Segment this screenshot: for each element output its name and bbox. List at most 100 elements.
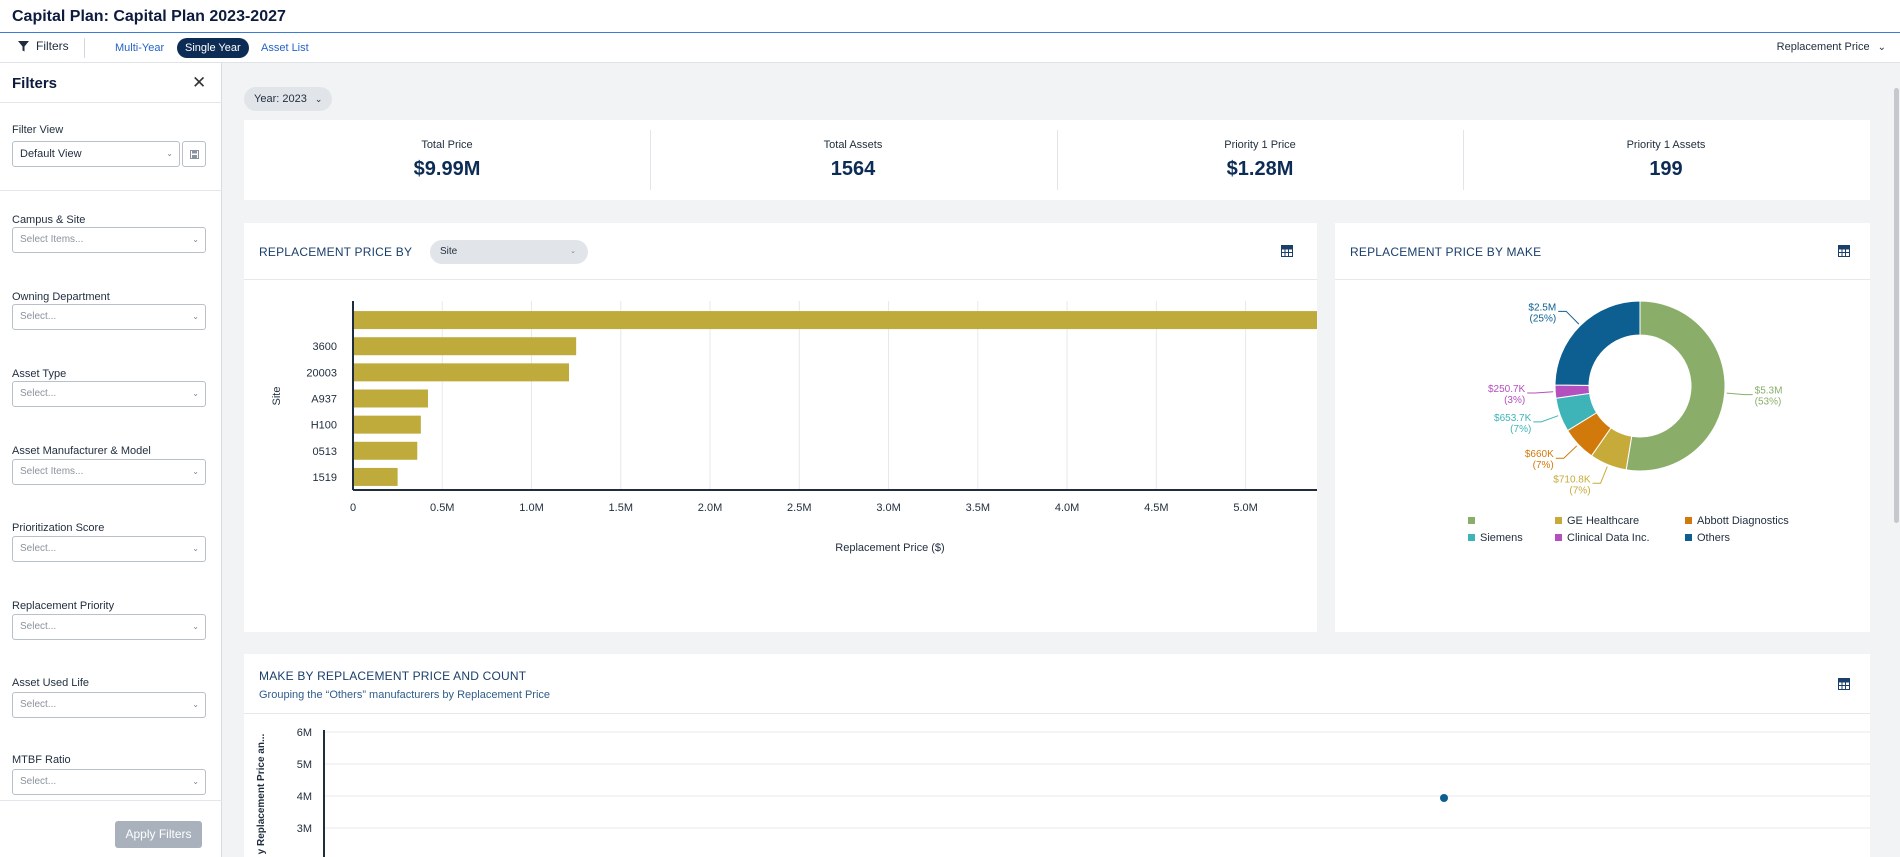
asset-manufacturer-model-select[interactable]: Select Items... ⌄ (12, 459, 206, 485)
legend-label: Others (1697, 532, 1731, 544)
kpi-label: Priority 1 Price (1224, 139, 1296, 151)
tab-single-year[interactable]: Single Year (177, 38, 249, 58)
y-tick-label: 1519 (313, 472, 337, 484)
filters-toggle-label: Filters (36, 39, 69, 53)
kpi-summary-card: Total Price $9.99M Total Assets 1564 Pri… (244, 120, 1870, 200)
kpi-priority-1-assets: Priority 1 Assets 199 (1463, 120, 1869, 200)
chevron-down-icon: ⌄ (192, 389, 199, 398)
apply-filters-button[interactable]: Apply Filters (115, 821, 202, 848)
panel-header: REPLACEMENT PRICE BY Site ⌄ (244, 223, 1317, 280)
data-label: $660K (1525, 449, 1554, 460)
data-label: (7%) (1533, 460, 1554, 471)
legend-swatch (1555, 517, 1562, 524)
asset-manufacturer-model-label: Asset Manufacturer & Model (12, 445, 151, 457)
measure-select-label: Replacement Price (1776, 41, 1870, 53)
panel-title: REPLACEMENT PRICE BY MAKE (1350, 245, 1542, 259)
x-tick-label: 3.5M (966, 502, 990, 514)
legend-swatch (1555, 534, 1562, 541)
legend-swatch (1685, 534, 1692, 541)
data-label: $250.7K (1488, 384, 1526, 395)
bar (353, 337, 577, 356)
tab-multi-year[interactable]: Multi-Year (115, 42, 165, 54)
filter-view-select[interactable]: Default View ⌄ (12, 141, 180, 167)
filter-icon (18, 40, 29, 51)
kpi-divider (1463, 130, 1464, 190)
x-tick-label: 5.0M (1233, 502, 1257, 514)
x-tick-label: 0.5M (430, 502, 454, 514)
filters-toggle-button[interactable]: Filters (18, 39, 69, 53)
chevron-down-icon: ⌄ (192, 235, 199, 244)
kpi-divider (650, 130, 651, 190)
kpi-label: Priority 1 Assets (1626, 139, 1706, 151)
data-label: $653.7K (1494, 413, 1532, 424)
replacement-priority-select[interactable]: Select... ⌄ (12, 614, 206, 640)
make-donut-chart-panel: REPLACEMENT PRICE BY MAKE $5.3M (53%) $710… (1335, 223, 1870, 632)
y-tick-label: H100 (311, 420, 337, 432)
make-donut-chart: $5.3M(53%)$710.8K(7%)$660K(7%)$653.7K(7%… (1468, 300, 1789, 544)
asset-manufacturer-model-placeholder: Select Items... (20, 466, 84, 477)
bar (353, 441, 418, 460)
chevron-down-icon: ⌄ (192, 312, 199, 321)
legend-label: GE Healthcare (1567, 515, 1639, 527)
make-scatter-chart: 3M 4M 5M 6M y Replacement Price an... (256, 727, 1870, 857)
asset-used-life-label: Asset Used Life (12, 677, 90, 689)
leader-line (1527, 391, 1554, 394)
asset-type-placeholder: Select... (20, 388, 57, 399)
title-bar: Capital Plan: Capital Plan 2023-2027 (0, 0, 1900, 33)
close-icon[interactable]: ✕ (192, 73, 207, 92)
bar (353, 311, 1317, 330)
asset-used-life-select[interactable]: Select... ⌄ (12, 692, 206, 718)
kpi-label: Total Assets (823, 139, 883, 151)
replacement-priority-placeholder: Select... (20, 621, 57, 632)
campus-site-placeholder: Select Items... (20, 234, 84, 245)
campus-site-select[interactable]: Select Items... ⌄ (12, 227, 206, 253)
chevron-down-icon: ⌄ (192, 622, 199, 631)
data-label: (7%) (1569, 485, 1590, 496)
table-view-icon[interactable] (1281, 245, 1293, 257)
panel-title: MAKE BY REPLACEMENT PRICE AND COUNT (259, 669, 527, 683)
donut-slice (1625, 300, 1726, 472)
data-label: (25%) (1530, 313, 1557, 324)
kpi-divider (1057, 130, 1058, 190)
x-tick-label: 4.5M (1144, 502, 1168, 514)
legend-label: Abbott Diagnostics (1697, 515, 1789, 527)
group-by-select[interactable]: Site ⌄ (430, 240, 588, 264)
kpi-value: 1564 (830, 158, 876, 180)
year-select[interactable]: Year: 2023 ⌄ (244, 87, 333, 111)
legend-swatch (1468, 534, 1475, 541)
scatter-point (1440, 794, 1448, 802)
leader-line (1726, 392, 1753, 396)
y-tick-label: 6M (297, 727, 312, 739)
leader-line (1533, 415, 1559, 423)
data-label: (53%) (1755, 397, 1782, 408)
prioritization-score-label: Prioritization Score (12, 522, 105, 534)
table-view-icon[interactable] (1838, 245, 1850, 257)
measure-select[interactable]: Replacement Price ⌄ (1777, 41, 1886, 53)
table-view-icon[interactable] (1838, 678, 1850, 690)
leader-line (1592, 466, 1608, 484)
owning-department-placeholder: Select... (20, 311, 57, 322)
asset-type-select[interactable]: Select... ⌄ (12, 381, 206, 407)
mtbf-ratio-select[interactable]: Select... ⌄ (12, 769, 206, 795)
kpi-total-assets: Total Assets 1564 (650, 120, 1056, 200)
x-axis-title: Replacement Price ($) (835, 542, 944, 554)
x-tick-label: 1.5M (609, 502, 633, 514)
kpi-label: Total Price (421, 139, 473, 151)
panel-title: REPLACEMENT PRICE BY (259, 245, 413, 259)
tab-asset-list[interactable]: Asset List (261, 42, 309, 54)
asset-used-life-placeholder: Select... (20, 699, 57, 710)
data-label: (3%) (1504, 395, 1525, 406)
owning-department-select[interactable]: Select... ⌄ (12, 304, 206, 330)
asset-type-label: Asset Type (12, 368, 67, 380)
panel-header: MAKE BY REPLACEMENT PRICE AND COUNT Grou… (244, 654, 1870, 714)
chevron-down-icon: ⌄ (192, 777, 199, 786)
x-tick-label: 4.0M (1055, 502, 1079, 514)
scrollbar-thumb[interactable] (1894, 88, 1899, 523)
prioritization-score-select[interactable]: Select... ⌄ (12, 536, 206, 562)
y-axis-title: y Replacement Price an... (256, 733, 267, 854)
toolbar-divider (84, 38, 85, 58)
donut-slice (1554, 300, 1641, 386)
save-view-button[interactable] (182, 141, 206, 167)
x-tick-label: 2.5M (787, 502, 811, 514)
filters-sidebar: Filters ✕ Filter View Default View ⌄ Cam… (0, 63, 222, 857)
